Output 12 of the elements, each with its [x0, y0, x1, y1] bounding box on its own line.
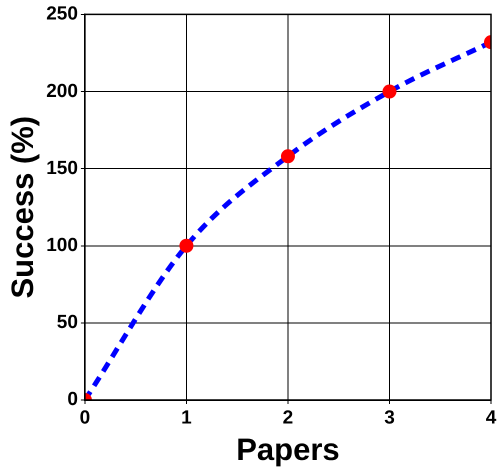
x-axis-title: Papers — [236, 432, 340, 467]
x-tick-label: 1 — [181, 408, 192, 429]
y-tick-label: 150 — [46, 158, 78, 179]
x-tick-label: 4 — [486, 408, 497, 429]
x-tick-label: 3 — [384, 408, 395, 429]
y-tick-label: 250 — [46, 4, 78, 25]
y-tick-label: 200 — [46, 80, 78, 102]
y-tick-label: 0 — [67, 389, 78, 410]
y-tick-label: 100 — [46, 234, 78, 256]
x-tick-label: 2 — [282, 408, 294, 429]
y-tick-label: 50 — [56, 312, 78, 334]
y-axis-title: Success (%) — [5, 116, 40, 299]
